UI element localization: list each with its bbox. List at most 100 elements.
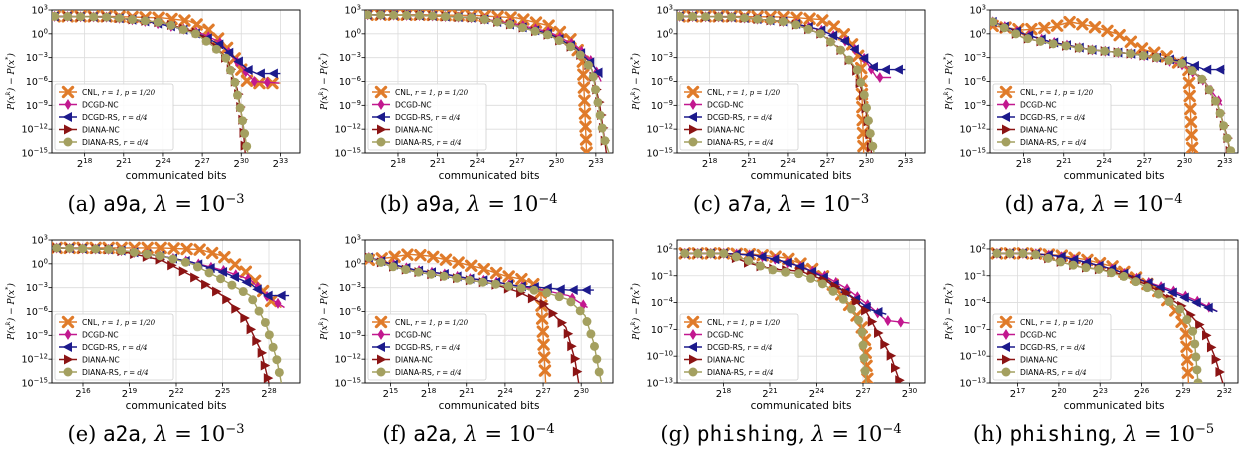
data-point — [803, 24, 813, 34]
y-tick-label: 10−12 — [334, 123, 361, 136]
legend-label-diana-nc: DIANA-NC — [395, 356, 433, 365]
data-point — [1187, 66, 1197, 76]
data-point — [248, 295, 258, 305]
legend-marker-cnl — [61, 315, 75, 329]
data-point — [1180, 353, 1193, 366]
data-point — [52, 11, 60, 21]
data-point — [1211, 354, 1221, 365]
data-point — [868, 62, 878, 73]
data-point — [201, 279, 211, 290]
x-axis-label: communicated bits — [751, 170, 852, 182]
data-point — [401, 10, 411, 20]
legend-label-dcgd-rs: DCGD-RS, r = d/4 — [395, 343, 461, 352]
data-point — [180, 242, 193, 256]
data-point — [252, 284, 262, 295]
data-point — [63, 12, 73, 22]
data-point — [180, 257, 190, 267]
caption-lambda-exponent: −4 — [882, 422, 902, 437]
data-point — [192, 262, 202, 272]
data-point — [541, 288, 551, 298]
series-markers-diana-rs — [52, 11, 252, 151]
data-point — [575, 306, 585, 316]
legend-label-dcgd-nc: DCGD-NC — [707, 331, 744, 340]
y-tick-label: 100 — [32, 257, 48, 270]
x-tick-label: 233 — [273, 156, 289, 171]
x-tick-label: 218 — [716, 386, 732, 401]
data-point — [753, 14, 763, 24]
caption-lambda: λ — [1123, 422, 1138, 446]
data-point — [489, 266, 502, 280]
caption-lambda: λ — [778, 192, 793, 216]
y-tick-label: 10−15 — [21, 147, 48, 160]
data-point — [880, 339, 890, 350]
y-axis-label: P(xk) − P(x*) — [942, 53, 955, 111]
data-point — [414, 10, 424, 20]
data-point — [225, 65, 235, 75]
x-tick-label: 226 — [1133, 386, 1149, 401]
legend-label-diana-rs: DIANA-RS, r = d/4 — [395, 138, 462, 147]
data-point — [240, 129, 250, 139]
y-tick-label: 10−10 — [646, 350, 673, 363]
data-point — [193, 243, 206, 256]
legend: CNL, r = 1, p = 1/20 DCGD-NC DCGD-RS, r = … — [54, 313, 174, 381]
data-point — [852, 65, 862, 75]
data-point — [1035, 36, 1045, 46]
y-tick-label: 10−6 — [651, 75, 673, 88]
data-point — [581, 317, 591, 327]
data-point — [1185, 141, 1198, 153]
data-point — [680, 248, 690, 258]
legend-label-dcgd-rs: DCGD-RS, r = d/4 — [82, 343, 148, 352]
y-tick-label: 10−13 — [646, 377, 673, 390]
legend-label-dcgd-rs: DCGD-RS, r = d/4 — [395, 113, 461, 122]
data-point — [375, 257, 385, 267]
data-point — [1010, 29, 1020, 39]
series-markers-diana-rs — [989, 17, 1235, 153]
data-point — [240, 313, 250, 324]
legend-marker-dcgd-nc — [689, 329, 697, 340]
y-tick-label: 10−6 — [338, 305, 360, 318]
data-point — [791, 20, 801, 30]
series-markers-diana-rs — [991, 248, 1203, 383]
data-point — [375, 10, 385, 20]
legend-label-diana-rs: DIANA-RS, r = d/4 — [82, 138, 149, 147]
legend-marker-dcgd-nc — [377, 99, 384, 110]
chart-panel-g: 218 221 224 227 230 102 10−1 10−4 10−7 10−10 10−13… — [625, 230, 937, 460]
data-point — [117, 246, 127, 256]
legend-marker-dcgd-nc — [377, 329, 384, 340]
data-point — [439, 253, 452, 266]
data-point — [222, 294, 232, 305]
data-point — [1201, 64, 1211, 75]
data-point — [576, 68, 590, 81]
data-point — [464, 275, 474, 285]
data-point — [554, 36, 564, 46]
x-axis-label: communicated bits — [751, 400, 852, 412]
data-point — [517, 23, 527, 33]
chart-panel-d: 218 221 224 227 230 233 103 100 10−3 10−6 10−9 10−1… — [938, 0, 1250, 230]
data-point — [806, 273, 816, 283]
series-markers-diana-rs — [680, 248, 870, 376]
data-point — [453, 12, 463, 22]
x-tick-label: 227 — [535, 386, 551, 401]
chart-panel-a: 218 221 224 227 230 233 103 100 10−3 10−6 10−9 10−1… — [0, 0, 312, 230]
legend-label-diana-nc: DIANA-NC — [395, 126, 433, 135]
data-point — [272, 355, 282, 365]
data-point — [501, 270, 515, 283]
legend-marker-diana-rs — [63, 367, 73, 377]
caption-lambda-exponent: −4 — [1163, 192, 1183, 207]
legend-label-diana-rs: DIANA-RS, r = d/4 — [395, 368, 462, 377]
panel-caption: (g) phishing, λ = 10−4 — [660, 422, 902, 446]
y-tick-label: 10−3 — [651, 51, 673, 64]
y-tick-label: 103 — [344, 234, 360, 247]
data-point — [1124, 35, 1137, 49]
data-point — [263, 290, 273, 301]
x-axis-label: communicated bits — [438, 400, 539, 412]
x-tick-label: 230 — [233, 156, 249, 171]
y-tick-label: 100 — [969, 27, 985, 40]
caption-prefix: (c) — [692, 192, 728, 216]
y-tick-label: 10−9 — [338, 99, 360, 112]
series-layer — [364, 10, 610, 153]
data-point — [439, 271, 449, 281]
legend-marker-diana-rs — [376, 137, 385, 147]
legend-label-diana-nc: DIANA-NC — [1020, 356, 1058, 365]
data-point — [895, 375, 905, 383]
